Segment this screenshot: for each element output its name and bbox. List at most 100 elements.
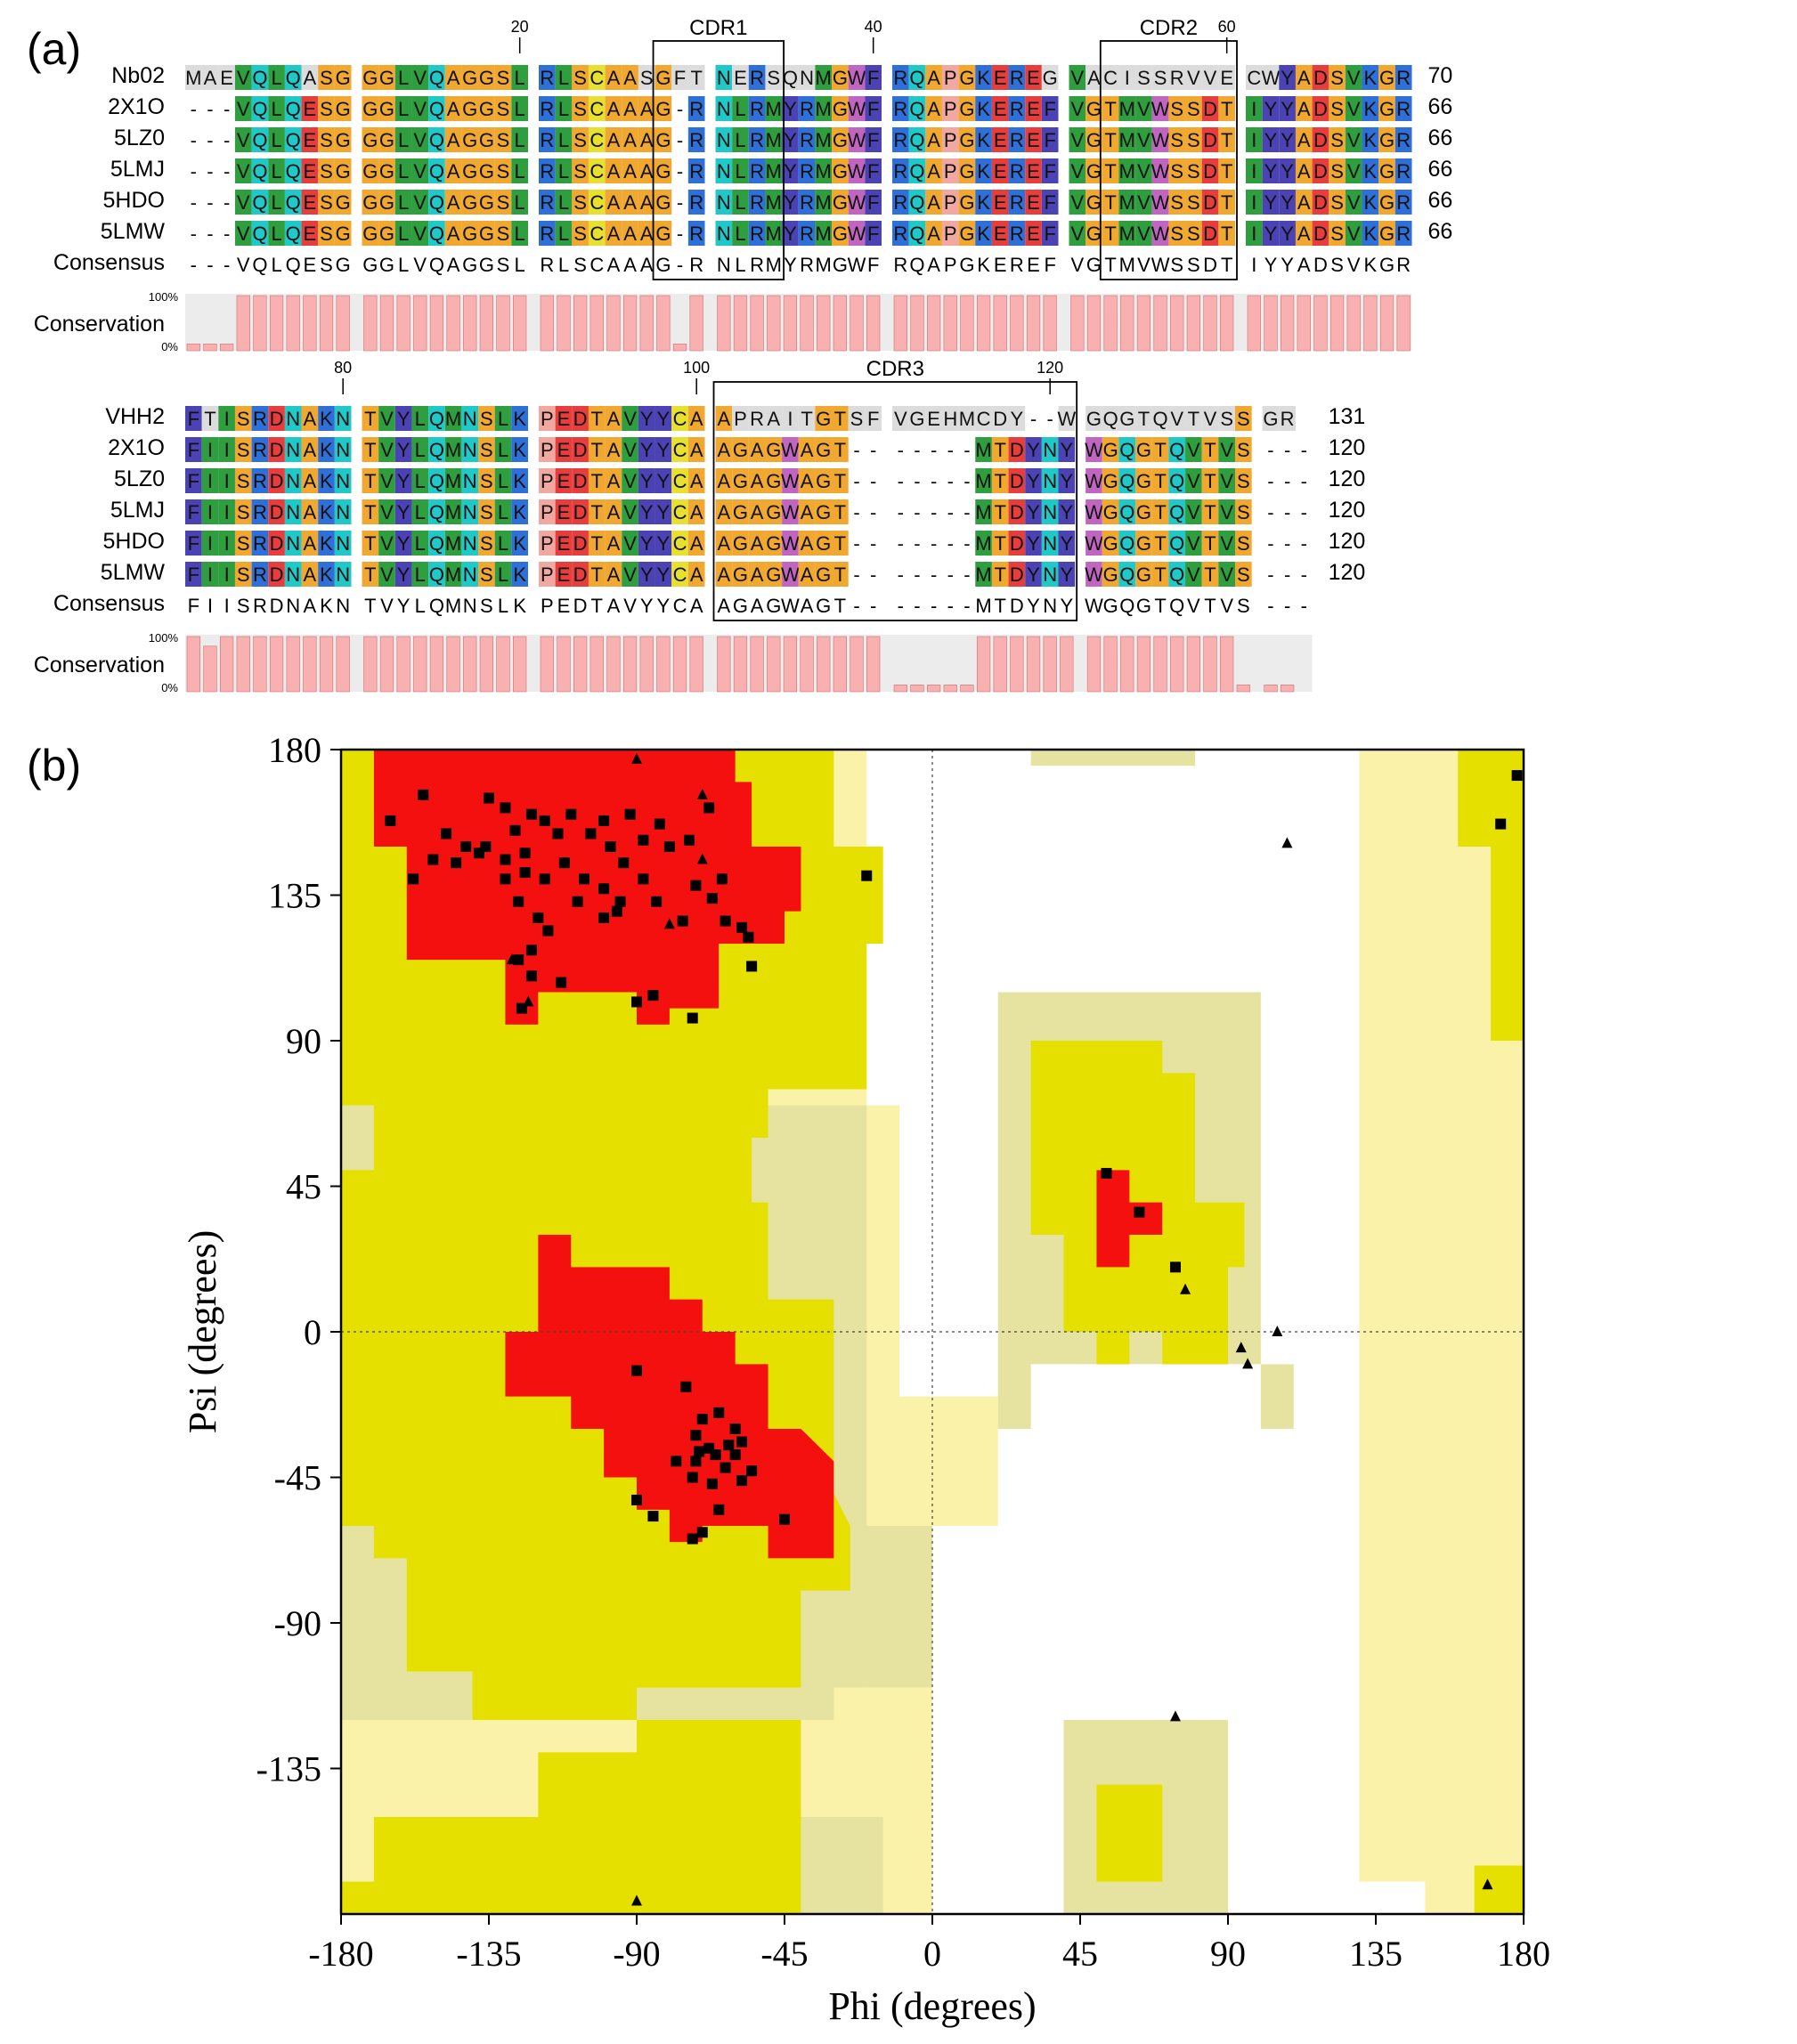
residue: Q: [909, 223, 924, 245]
residue: A: [447, 67, 460, 89]
residue: W: [848, 223, 866, 245]
residue-box: [572, 468, 589, 493]
residue: G: [655, 129, 671, 151]
residue-box: [1345, 221, 1362, 246]
residue-box: [1118, 65, 1136, 90]
residue-box: [1168, 437, 1186, 462]
residue-box: [1168, 221, 1186, 246]
residue-box: [1025, 531, 1042, 556]
sequence-count: 120: [1329, 529, 1366, 554]
residue: A: [717, 564, 730, 586]
residue-box: [605, 437, 622, 462]
conservation-bar: [1153, 636, 1167, 693]
residue-box: [748, 190, 766, 215]
residue-box: [1118, 96, 1136, 121]
residue-box: [715, 499, 733, 524]
residue-box: [268, 190, 285, 215]
residue-box: [958, 158, 976, 183]
residue: I: [787, 408, 793, 430]
residue-box: [732, 158, 749, 183]
residue: A: [801, 439, 814, 461]
residue-box: [1058, 562, 1076, 587]
residue-box: [1135, 468, 1152, 493]
residue-box: [334, 562, 352, 587]
residue-box: [251, 406, 269, 431]
residue: -: [853, 470, 859, 492]
data-point-square: [539, 873, 550, 885]
consensus-label: Consensus: [53, 591, 165, 616]
residue: Q: [1169, 470, 1184, 492]
residue: G: [336, 129, 351, 151]
residue: V: [1137, 98, 1151, 120]
residue-box: [494, 96, 512, 121]
residue-box: [1102, 127, 1119, 152]
residue-box: [638, 127, 655, 152]
residue: L: [398, 191, 409, 214]
residue: A: [801, 470, 814, 492]
residue-box: [622, 468, 638, 493]
data-point-square: [729, 1449, 741, 1461]
residue-box: [671, 468, 688, 493]
residue-box: [478, 96, 495, 121]
residue-box: [832, 190, 849, 215]
residue: R: [689, 129, 703, 151]
residue: Q: [252, 191, 267, 214]
residue-box: [572, 127, 589, 152]
consensus-residue: -: [1301, 595, 1307, 617]
residue: S: [320, 223, 333, 245]
conservation-bar: [286, 636, 300, 693]
residue: R: [1170, 67, 1184, 89]
residue-box: [638, 221, 655, 246]
residue-box: [572, 221, 589, 246]
residue: F: [867, 223, 879, 245]
residue-box: [815, 158, 833, 183]
residue: F: [188, 439, 199, 461]
conservation-bar: [236, 295, 250, 352]
conservation-bar: [817, 295, 831, 352]
residue-box: [832, 499, 849, 524]
data-point-square: [696, 1414, 708, 1425]
residue-box: [991, 96, 1009, 121]
residue-box: [494, 499, 512, 524]
consensus-residue: Y: [1060, 595, 1073, 617]
residue: S: [480, 532, 493, 555]
residue: T: [690, 67, 702, 89]
residue: F: [188, 408, 199, 430]
data-point-square: [578, 873, 590, 885]
residue: S: [1330, 129, 1344, 151]
residue-box: [765, 221, 783, 246]
residue-box: [1086, 531, 1102, 556]
residue: L: [398, 223, 409, 245]
residue: S: [480, 470, 493, 492]
residue: A: [717, 439, 730, 461]
residue-box: [318, 562, 335, 587]
residue: Y: [640, 408, 654, 430]
residue: A: [1297, 160, 1311, 182]
residue: S: [573, 129, 587, 151]
consensus-residue: Q: [909, 254, 924, 276]
consensus-residue: V: [1070, 254, 1084, 276]
residue: L: [735, 129, 745, 151]
residue: -: [207, 191, 213, 214]
residue: Y: [640, 501, 654, 523]
residue-box: [908, 127, 926, 152]
residue: N: [336, 408, 350, 430]
residue-box: [1008, 562, 1026, 587]
residue-box: [511, 499, 528, 524]
residue-box: [815, 562, 833, 587]
residue: G: [1379, 191, 1395, 214]
residue-box: [941, 158, 959, 183]
residue: W: [781, 470, 800, 492]
residue-box: [411, 221, 429, 246]
residue-box: [362, 96, 379, 121]
residue: R: [750, 160, 764, 182]
residue-box: [539, 468, 556, 493]
residue: V: [237, 223, 250, 245]
residue-box: [284, 96, 302, 121]
conservation-bar: [1103, 636, 1118, 693]
residue: G: [959, 129, 974, 151]
residue: G: [1119, 408, 1134, 430]
residue: V: [380, 532, 394, 555]
residue: N: [336, 439, 350, 461]
residue: V: [380, 501, 394, 523]
